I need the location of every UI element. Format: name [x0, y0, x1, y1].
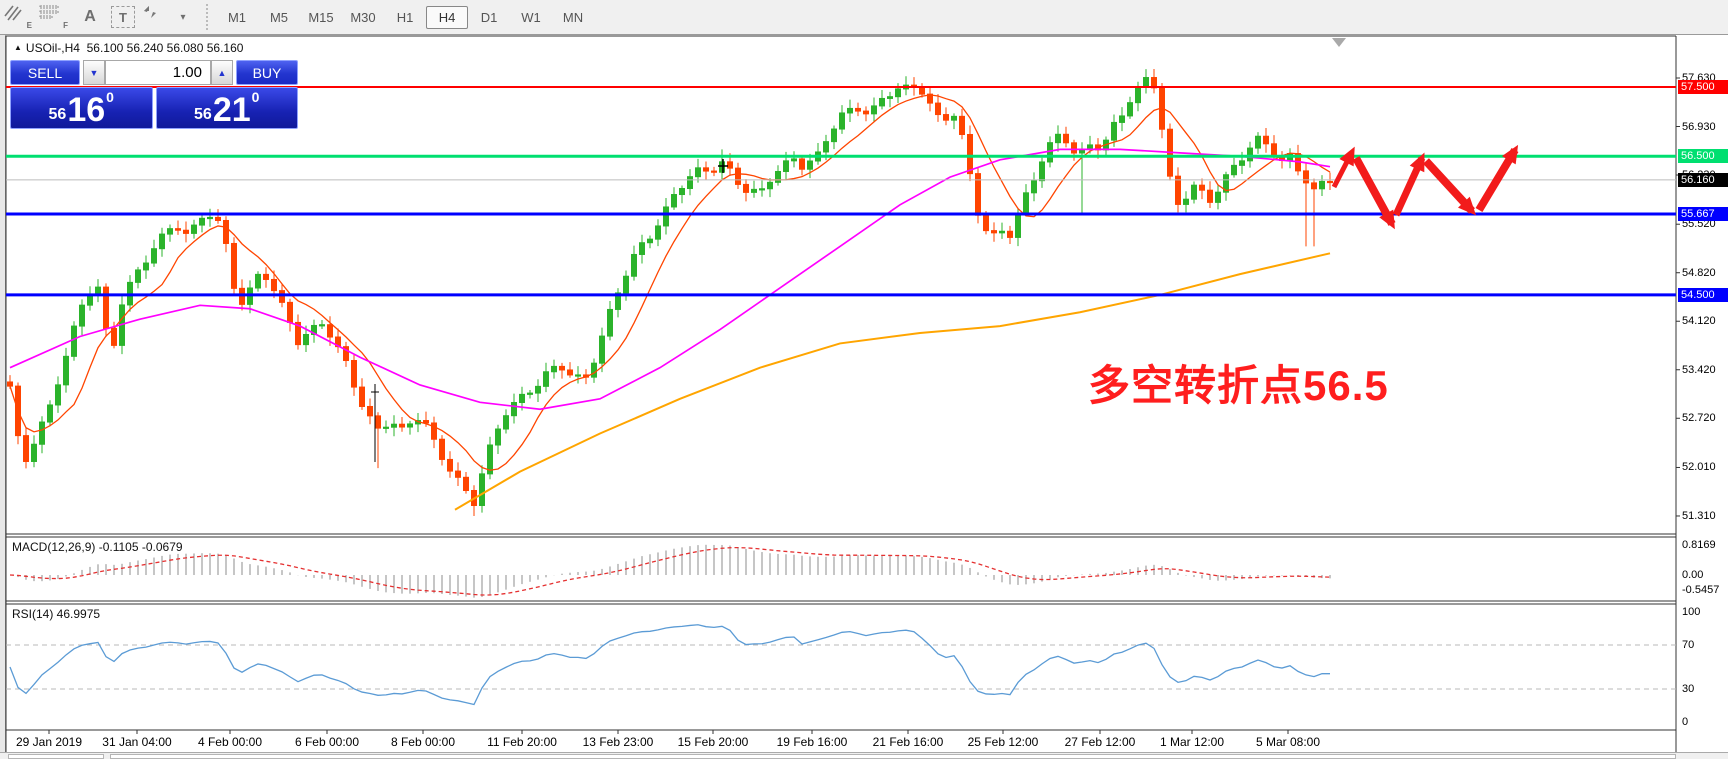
price-tick: 54.120 — [1682, 315, 1716, 328]
date-tick-label: 27 Feb 12:00 — [1064, 735, 1136, 749]
indicator-tick: -0.5457 — [1682, 584, 1720, 596]
price-tick: 52.010 — [1682, 461, 1716, 474]
date-tick-label: 21 Feb 16:00 — [872, 735, 944, 749]
date-tick-label: 11 Feb 20:00 — [487, 735, 557, 749]
sell-price-main: 16 — [67, 91, 106, 130]
price-badge: 54.500 — [1678, 287, 1728, 302]
candles-group — [7, 69, 1333, 516]
volume-decrease-button[interactable]: ▼ — [83, 60, 105, 85]
horizontal-scrollbar[interactable] — [110, 754, 1676, 759]
timeframe-h4[interactable]: H4 — [426, 5, 468, 29]
ohlc-readout: 56.100 56.240 56.080 56.160 — [86, 41, 244, 55]
ma-line — [9, 94, 1331, 471]
symbol-marker-icon: ▲ — [14, 43, 22, 52]
timeframe-m1[interactable]: M1 — [227, 9, 247, 25]
buy-button[interactable]: BUY — [236, 60, 298, 85]
date-tick-label: 5 Mar 08:00 — [1255, 735, 1321, 749]
status-strip — [0, 752, 1728, 759]
date-tick-label: 6 Feb 00:00 — [294, 735, 360, 749]
timeframe-h1[interactable]: H1 — [396, 9, 414, 25]
sell-price-display[interactable]: 56 16 0 — [10, 87, 153, 129]
timeframe-m15[interactable]: M15 — [308, 9, 334, 25]
date-tick-label: 1 Mar 12:00 — [1159, 735, 1225, 749]
date-tick-label: 8 Feb 00:00 — [390, 735, 456, 749]
one-click-trade-panel: SELL ▼ 1.00 ▲ BUY 56 16 0 56 21 0 — [10, 60, 298, 129]
date-tick-label: 31 Jan 04:00 — [102, 735, 172, 749]
date-tick-label: 4 Feb 00:00 — [197, 735, 263, 749]
buy-price-prefix: 56 — [194, 106, 212, 123]
sell-button[interactable]: SELL — [10, 60, 80, 85]
timeframe-m30[interactable]: M30 — [350, 9, 376, 25]
chart-shift-triangle-icon — [1332, 38, 1346, 47]
trend-forecast-arrow — [1352, 156, 1396, 230]
dropdown-caret-icon[interactable]: ▾ — [180, 11, 186, 23]
macd-signal-line — [9, 546, 1331, 596]
buy-price-display[interactable]: 56 21 0 — [155, 87, 298, 130]
buy-price-main: 21 — [212, 91, 251, 130]
buy-price-pip: 0 — [251, 89, 260, 105]
text-label-icon[interactable]: A — [84, 8, 96, 25]
timeframe-m5[interactable]: M5 — [269, 9, 289, 25]
date-tick-label: 19 Feb 16:00 — [776, 735, 848, 749]
ma-line — [9, 148, 1331, 411]
grid-pattern-icon[interactable]: F — [39, 4, 69, 30]
price-badge: 57.500 — [1678, 80, 1728, 94]
status-cell — [8, 754, 104, 759]
trend-forecast-arrow — [1423, 158, 1477, 216]
date-tick-label: 13 Feb 23:00 — [582, 735, 654, 749]
indicator-hatch-icon[interactable]: E — [3, 4, 33, 30]
trend-forecast-arrow — [1475, 144, 1519, 213]
macd-label: MACD(12,26,9) -0.1105 -0.0679 — [12, 540, 183, 554]
indicator-tick: 0.00 — [1682, 569, 1704, 581]
cycle-arrows-icon[interactable] — [141, 4, 171, 30]
price-tick: 53.420 — [1682, 363, 1716, 376]
price-tick: 54.820 — [1682, 266, 1716, 279]
volume-input[interactable]: 1.00 — [105, 60, 211, 85]
date-tick-label: 25 Feb 12:00 — [967, 735, 1039, 749]
rsi-line — [9, 624, 1331, 706]
icon-sub-f: F — [63, 21, 68, 30]
sell-price-pip: 0 — [106, 89, 114, 105]
chart-header: ▲ USOil-,H4 56.100 56.240 56.080 56.160 — [14, 41, 243, 55]
price-badge: 56.160 — [1678, 172, 1728, 187]
price-tick: 51.310 — [1682, 509, 1716, 522]
text-box-icon[interactable]: T — [111, 6, 135, 28]
toolbar-separator — [206, 4, 208, 30]
trend-forecast-arrow — [1331, 146, 1355, 189]
timeframe-d1[interactable]: D1 — [480, 9, 498, 25]
timeframe-mn[interactable]: MN — [562, 9, 584, 25]
timeframe-buttons: M1 M5 M15 M30 H1 H4 D1 W1 MN — [216, 5, 594, 29]
date-tick-label: 29 Jan 2019 — [15, 735, 83, 749]
rsi-label: RSI(14) 46.9975 — [12, 607, 101, 621]
price-badge: 56.500 — [1678, 149, 1728, 164]
main-toolbar: E F A T ▾ M1 M5 M15 M30 H1 H4 D1 W1 MN — [0, 0, 1728, 35]
indicator-tick: 0.8169 — [1682, 539, 1716, 551]
indicator-tick: 30 — [1682, 683, 1695, 695]
date-tick-label: 15 Feb 20:00 — [677, 735, 749, 749]
price-tick: 52.720 — [1682, 412, 1716, 425]
timeframe-w1[interactable]: W1 — [521, 9, 541, 25]
symbol-title: USOil-,H4 — [25, 41, 80, 55]
trend-forecast-arrow — [1392, 152, 1426, 217]
icon-sub-e: E — [26, 21, 32, 30]
ma-line — [454, 252, 1331, 511]
sell-price-prefix: 56 — [48, 106, 67, 123]
chinese-annotation-text: 多空转折点56.5 — [1088, 362, 1389, 409]
price-badge: 55.667 — [1678, 207, 1728, 222]
price-tick: 56.930 — [1682, 120, 1716, 133]
indicator-tick: 0 — [1682, 716, 1689, 728]
indicator-tick: 100 — [1682, 606, 1701, 618]
price-tick: 55.520 — [1682, 218, 1716, 231]
volume-increase-button[interactable]: ▲ — [211, 60, 233, 85]
indicator-tick: 70 — [1682, 639, 1695, 651]
